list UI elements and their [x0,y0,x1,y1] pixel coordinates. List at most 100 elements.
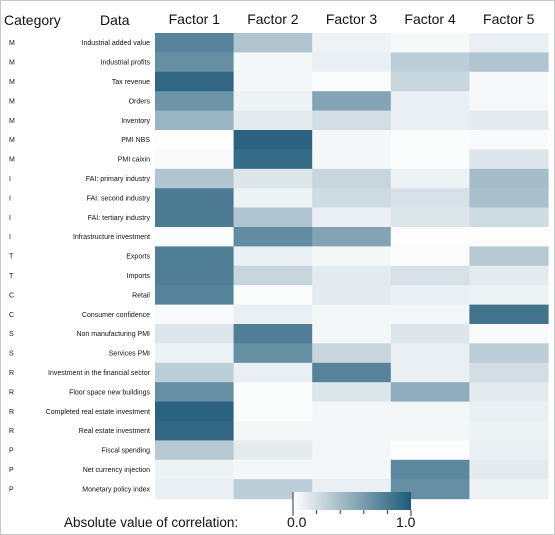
heatmap-cell [155,72,234,92]
row-category-label: S [9,351,14,358]
row-category-label: M [9,79,15,86]
heatmap-cell [234,266,313,286]
heatmap-cell [469,421,548,441]
column-headers: Factor 1 Factor 2 Factor 3 Factor 4 Factor 5 [169,11,535,27]
row-name-label: PMI caixin [118,157,150,164]
row-category-label: S [9,331,14,338]
heatmap-cell [155,208,234,228]
row-category-label: M [9,98,15,105]
heatmap-cell [312,188,391,208]
row-category-label: R [9,428,14,435]
heatmap-cell [312,402,391,422]
heatmap-cell [234,421,313,441]
colorbar-min-label: 0.0 [287,514,307,530]
column-header: Factor 3 [326,11,378,27]
row-category-label: P [9,486,14,493]
heatmap-cell [312,52,391,72]
heatmap-cell [312,169,391,189]
heatmap-cell [391,305,470,325]
heatmap-cell [469,130,548,150]
heatmap-cell [469,149,548,169]
row-category-label: R [9,409,14,416]
heatmap-cell [234,246,313,266]
heatmap-cell [469,188,548,208]
heatmap-cell [391,285,470,305]
column-header: Factor 2 [247,11,299,27]
heatmap-cell [391,208,470,228]
heatmap-cell [312,305,391,325]
heatmap-cell [312,149,391,169]
row-name-label: Imports [127,273,151,280]
row-category-label: M [9,60,15,67]
column-header: Factor 4 [404,11,456,27]
row-name-label: Floor space new buildings [69,389,150,396]
heatmap-cell [312,208,391,228]
row-name-label: FAI: tertiary industry [88,215,151,222]
heatmap-cell [155,130,234,150]
heatmap-cell [155,149,234,169]
heatmap-cell [391,324,470,344]
row-name-label: Industrial added value [82,40,151,47]
heatmap-cell [391,149,470,169]
heatmap-cell [312,227,391,247]
heatmap-cell [469,305,548,325]
heatmap-cell [155,188,234,208]
heatmap-cell [391,421,470,441]
heatmap-cell [155,440,234,460]
heatmap-cell [391,33,470,53]
row-category-label: R [9,389,14,396]
heatmap-cell [234,460,313,480]
heatmap-cell [155,402,234,422]
row-category-label: M [9,40,15,47]
heatmap-cell [469,285,548,305]
heatmap-cell [469,363,548,383]
heatmap-cell [155,479,234,499]
row-category-label: I [9,195,11,202]
colorbar-gradient [293,492,411,510]
heatmap-cell [312,324,391,344]
heatmap-cell [234,72,313,92]
heatmap-cell [391,111,470,131]
row-name-label: Inventory [121,118,150,125]
row-name-label: FAI: second industry [87,195,151,202]
category-header: Category [4,12,61,28]
heatmap-cell [469,460,548,480]
heatmap-cell [312,246,391,266]
heatmap-cell [469,208,548,228]
heatmap-cell [234,402,313,422]
row-name-label: Tax revenue [112,79,150,86]
row-name-label: Real estate investment [79,428,150,435]
row-category-label: P [9,448,14,455]
row-name-label: Retail [132,292,150,299]
row-name-label: PMI NBS [121,137,150,144]
heatmap-cell [234,363,313,383]
heatmap-cell [234,52,313,72]
heatmap-cell [391,130,470,150]
heatmap-cell [155,33,234,53]
heatmap-cell [234,324,313,344]
heatmap-cell [391,402,470,422]
row-category-label: M [9,157,15,164]
heatmap-cell [469,440,548,460]
heatmap-cell [469,479,548,499]
heatmap-cell [391,266,470,286]
row-category-label: R [9,370,14,377]
row-name-label: Exports [126,254,150,261]
row-name-label: Infrastructure investment [73,234,150,241]
heatmap-cell [155,52,234,72]
heatmap-cell [312,111,391,131]
row-name-label: Consumer confidence [82,312,150,319]
heatmap-cell [234,227,313,247]
heatmap-cell [469,343,548,363]
heatmap-cell [312,382,391,402]
row-category-label: I [9,215,11,222]
row-name-label: Services PMI [109,351,150,358]
row-category-label: T [9,273,14,280]
heatmap-cell [234,382,313,402]
heatmap-cell [469,246,548,266]
heatmap-cell [469,324,548,344]
heatmap-cell [469,72,548,92]
heatmap-cell [391,169,470,189]
row-category-label: T [9,254,14,261]
heatmap-cell [391,440,470,460]
